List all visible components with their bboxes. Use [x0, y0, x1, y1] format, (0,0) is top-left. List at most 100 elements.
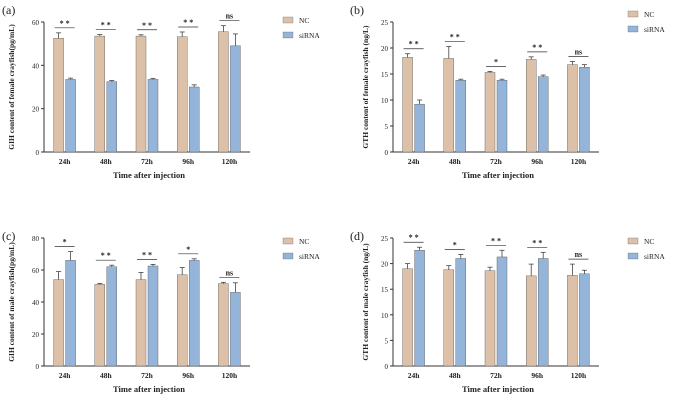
significance-label: * *: [142, 250, 152, 259]
y-tick-label: 20: [32, 106, 40, 114]
legend-swatch: [627, 25, 639, 33]
legend-swatch: [282, 16, 294, 24]
bar-sirna: [455, 258, 466, 367]
x-tick-label: 120h: [571, 371, 587, 380]
y-tick-label: 25: [381, 235, 389, 243]
legend-label: NC: [299, 16, 309, 25]
bar-nc: [484, 72, 496, 153]
y-tick-label: 0: [36, 149, 40, 157]
x-tick-label: 24h: [408, 371, 421, 380]
y-tick-label: 15: [381, 71, 389, 79]
panel-label: (c): [2, 229, 15, 243]
bar-sirna: [65, 79, 76, 153]
significance-label: * *: [409, 233, 419, 242]
bar-nc: [176, 36, 188, 153]
legend-label: siRNA: [299, 252, 320, 261]
bar-sirna: [579, 67, 590, 153]
bar-nc: [53, 279, 64, 367]
bar-nc: [567, 64, 578, 153]
significance-label: ns: [575, 48, 583, 57]
y-tick-label: 40: [32, 299, 40, 307]
y-tick-label: 5: [385, 337, 389, 345]
bar-sirna: [414, 250, 425, 367]
bar-sirna: [455, 80, 466, 153]
significance-label: *: [453, 240, 457, 249]
y-tick-label: 0: [36, 363, 40, 371]
bar-sirna: [496, 80, 508, 153]
legend-swatch: [282, 237, 294, 245]
bar-sirna: [230, 45, 241, 153]
bar-sirna: [188, 260, 200, 367]
y-tick-label: 60: [32, 267, 40, 275]
x-tick-label: 96h: [531, 157, 544, 166]
bar-sirna: [106, 81, 118, 153]
significance-label: * *: [491, 236, 501, 245]
y-tick-label: 20: [381, 45, 389, 53]
significance-label: * *: [60, 19, 70, 28]
x-axis-title: Time after injection: [462, 170, 534, 180]
legend-swatch: [282, 31, 294, 39]
x-tick-label: 24h: [59, 371, 72, 380]
legend-swatch: [627, 252, 639, 260]
x-tick-label: 96h: [531, 371, 544, 380]
bar-nc: [402, 268, 413, 367]
x-tick-label: 24h: [59, 157, 72, 166]
bar-nc: [567, 275, 578, 367]
panel-label: (d): [350, 229, 364, 243]
bar-sirna: [188, 86, 200, 153]
significance-label: *: [186, 245, 190, 254]
x-tick-label: 72h: [141, 371, 154, 380]
x-tick-label: 48h: [100, 157, 113, 166]
bar-nc: [526, 275, 537, 367]
bar-nc: [526, 59, 537, 153]
y-tick-label: 5: [385, 123, 389, 131]
significance-label: * *: [183, 18, 193, 27]
bar-nc: [94, 35, 106, 153]
bar-sirna: [230, 292, 241, 367]
significance-label: * *: [409, 40, 419, 49]
bar-sirna: [106, 266, 118, 367]
legend-swatch: [627, 10, 639, 18]
bar-sirna: [538, 258, 549, 367]
y-axis-label: GTH content of male crayfish (ng/L): [361, 243, 370, 361]
significance-label: *: [494, 57, 498, 66]
bar-nc: [484, 270, 496, 367]
x-axis-title: Time after injection: [113, 170, 185, 180]
x-tick-label: 24h: [408, 157, 421, 166]
panel-label: (b): [350, 3, 364, 17]
y-tick-label: 15: [381, 286, 389, 294]
legend-label: siRNA: [644, 25, 665, 34]
x-axis-title: Time after injection: [113, 384, 185, 394]
x-tick-label: 48h: [100, 371, 113, 380]
x-tick-label: 72h: [490, 371, 503, 380]
significance-label: ns: [226, 268, 234, 277]
bar-nc: [94, 284, 106, 367]
y-tick-label: 20: [32, 331, 40, 339]
bar-nc: [218, 283, 229, 367]
y-tick-label: 80: [32, 235, 40, 243]
legend-label: siRNA: [644, 252, 665, 261]
y-tick-label: 10: [381, 97, 389, 105]
y-tick-label: 0: [385, 363, 389, 371]
bar-nc: [135, 35, 147, 153]
bar-sirna: [414, 103, 425, 153]
x-tick-label: 120h: [571, 157, 587, 166]
bar-nc: [135, 279, 147, 367]
bar-nc: [218, 31, 229, 153]
panel-3: (d) 0 5 10 15 20 25 GTH content of male crayfis…: [350, 229, 665, 394]
x-tick-label: 72h: [141, 157, 154, 166]
x-tick-label: 48h: [449, 371, 462, 380]
significance-label: ns: [575, 250, 583, 259]
significance-label: * *: [532, 43, 542, 52]
bar-nc: [443, 58, 454, 153]
legend-label: NC: [644, 237, 654, 246]
panel-1: (b) 0 5 10 15 20 25 GTH content of female crayf…: [350, 3, 665, 180]
bar-nc: [443, 269, 454, 367]
bar-sirna: [579, 273, 590, 367]
legend-label: NC: [644, 10, 654, 19]
y-tick-label: 0: [385, 149, 389, 157]
y-tick-label: 60: [32, 19, 40, 27]
legend-label: siRNA: [299, 31, 320, 40]
